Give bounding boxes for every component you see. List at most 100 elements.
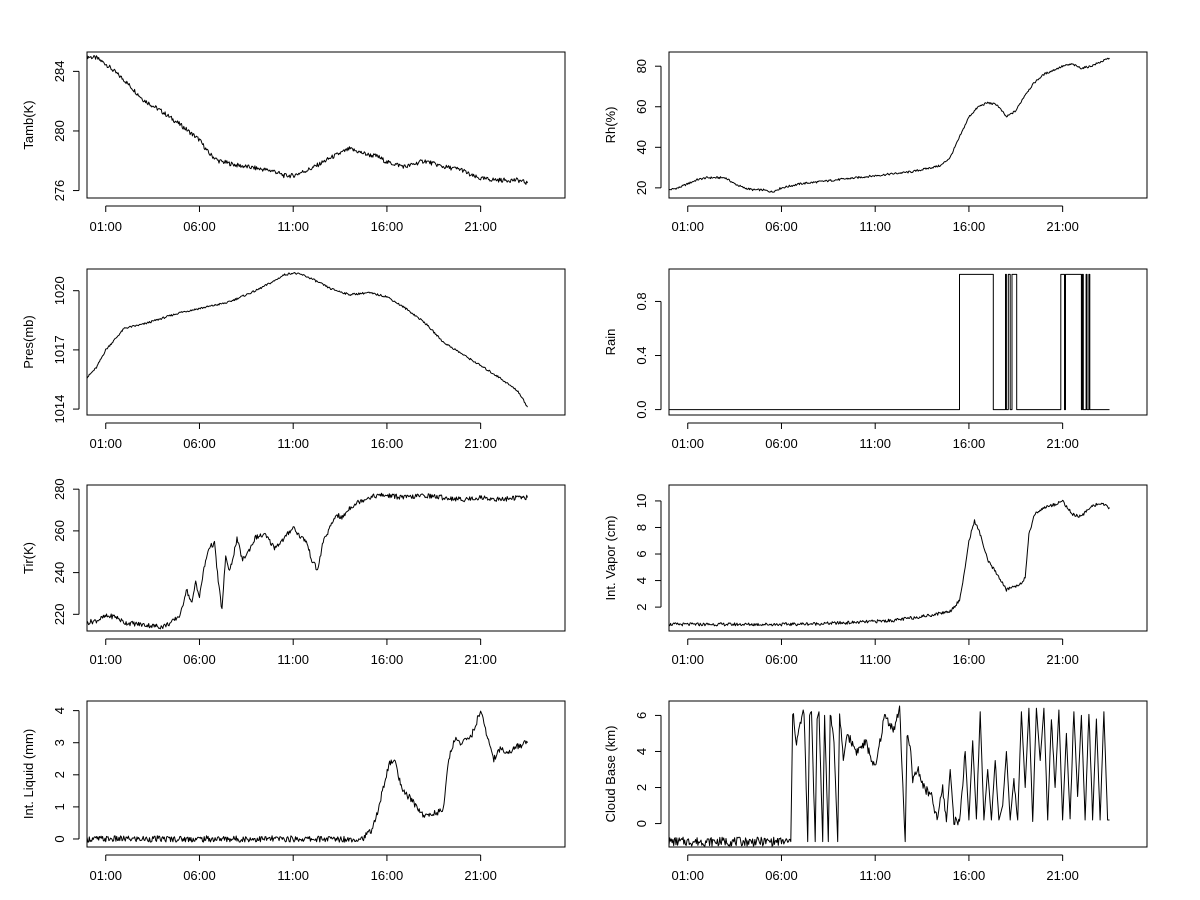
x-tick-label: 21:00 [464, 436, 497, 451]
x-tick-label: 16:00 [953, 219, 986, 234]
panel-1: 01:00 06:00 11:00 16:00 21:00 276 280 284 Tamb(K… [21, 51, 566, 234]
x-tick-label: 16:00 [953, 652, 986, 667]
x-tick-label: 16:00 [371, 436, 404, 451]
y-tick-label: 0.8 [634, 292, 649, 310]
series-line-1 [668, 57, 1110, 193]
y-tick-label: 260 [52, 520, 67, 542]
x-tick-label: 16:00 [371, 219, 404, 234]
y-tick-label: 1020 [52, 276, 67, 305]
y-axis-label: Cloud Base (km) [603, 726, 618, 823]
y-tick-label: 1 [52, 803, 67, 810]
x-tick-label: 21:00 [1046, 219, 1079, 234]
x-tick-label: 11:00 [277, 436, 309, 451]
plot-frame [86, 700, 566, 848]
x-tick-label: 01:00 [89, 436, 122, 451]
y-tick-label: 240 [52, 562, 67, 584]
x-tick-label: 11:00 [277, 868, 309, 883]
x-tick-label: 01:00 [671, 219, 704, 234]
x-tick-label: 21:00 [464, 652, 497, 667]
y-tick-label: 3 [52, 739, 67, 746]
x-tick-label: 11:00 [277, 652, 309, 667]
x-tick-label: 16:00 [953, 868, 986, 883]
x-tick-label: 21:00 [1046, 436, 1079, 451]
x-tick-label: 06:00 [183, 652, 216, 667]
y-tick-label: 2 [634, 603, 649, 610]
y-tick-label: 40 [634, 140, 649, 154]
x-tick-label: 06:00 [765, 436, 798, 451]
y-tick-label: 80 [634, 59, 649, 73]
x-tick-label: 11:00 [859, 868, 891, 883]
plot-frame [86, 484, 566, 632]
series-line-1 [668, 499, 1110, 627]
y-tick-label: 1017 [52, 335, 67, 364]
y-tick-label: 0.0 [634, 401, 649, 419]
x-tick-label: 21:00 [464, 868, 497, 883]
panel-2: 01:00 06:00 11:00 16:00 21:00 20 40 60 80 Rh(%) [603, 51, 1148, 234]
x-tick-label: 01:00 [89, 219, 122, 234]
x-tick-label: 21:00 [1046, 868, 1079, 883]
x-tick-label: 11:00 [859, 219, 891, 234]
x-tick-label: 06:00 [765, 868, 798, 883]
panel-6: 01:00 06:00 11:00 16:00 21:00 2 4 6 8 10 Int. Vapo… [603, 484, 1148, 667]
y-tick-label: 4 [634, 577, 649, 584]
y-tick-label: 4 [52, 707, 67, 714]
series-line-1 [86, 272, 528, 408]
y-axis-label: Rh(%) [603, 107, 618, 144]
y-tick-label: 4 [634, 748, 649, 755]
x-tick-label: 06:00 [183, 436, 216, 451]
y-tick-label: 0 [634, 820, 649, 827]
y-tick-label: 1014 [52, 395, 67, 424]
y-axis-label: Int. Vapor (cm) [603, 515, 618, 600]
series-line-1 [86, 710, 528, 843]
y-tick-label: 6 [634, 550, 649, 557]
plot-frame [86, 51, 566, 199]
series-line-1 [669, 273, 1110, 411]
y-axis-label: Tamb(K) [21, 100, 36, 149]
y-tick-label: 2 [52, 771, 67, 778]
panel-7: 01:00 06:00 11:00 16:00 21:00 0 1 2 3 4 Int. Liqui… [21, 700, 566, 883]
plot-frame [668, 484, 1148, 632]
x-tick-label: 06:00 [183, 219, 216, 234]
x-tick-label: 16:00 [371, 652, 404, 667]
x-tick-label: 11:00 [277, 219, 309, 234]
plot-frame [668, 268, 1148, 416]
series-line-1 [668, 705, 1110, 847]
y-tick-label: 0.4 [634, 346, 649, 364]
y-tick-label: 276 [52, 180, 67, 202]
x-tick-label: 01:00 [89, 652, 122, 667]
panel-3: 01:00 06:00 11:00 16:00 21:00 1014 1017 1020 Pre… [21, 268, 566, 451]
y-axis-label: Rain [603, 329, 618, 356]
x-tick-label: 16:00 [953, 436, 986, 451]
y-tick-label: 280 [52, 120, 67, 142]
x-tick-label: 01:00 [671, 652, 704, 667]
series-line-1 [86, 54, 528, 185]
x-tick-label: 16:00 [371, 868, 404, 883]
x-tick-label: 06:00 [765, 652, 798, 667]
x-tick-label: 11:00 [859, 652, 891, 667]
x-tick-label: 01:00 [671, 868, 704, 883]
y-axis-label: Tir(K) [21, 542, 36, 574]
y-tick-label: 220 [52, 603, 67, 625]
x-tick-label: 01:00 [671, 436, 704, 451]
panel-5: 01:00 06:00 11:00 16:00 21:00 220 240 260 280 Tir… [21, 478, 566, 667]
y-tick-label: 8 [634, 524, 649, 531]
y-tick-label: 0 [52, 835, 67, 842]
x-tick-label: 06:00 [183, 868, 216, 883]
x-tick-label: 11:00 [859, 436, 891, 451]
y-tick-label: 284 [52, 61, 67, 83]
x-tick-label: 21:00 [464, 219, 497, 234]
y-tick-label: 10 [634, 494, 649, 508]
panel-8: 01:00 06:00 11:00 16:00 21:00 0 2 4 6 Cloud Base … [603, 700, 1148, 883]
y-tick-label: 2 [634, 784, 649, 791]
plot-frame [668, 700, 1148, 848]
x-tick-label: 21:00 [1046, 652, 1079, 667]
panel-4: 01:00 06:00 11:00 16:00 21:00 0.0 0.4 0.8 Rain [603, 268, 1148, 451]
series-line-1 [86, 492, 528, 630]
y-tick-label: 6 [634, 712, 649, 719]
y-tick-label: 20 [634, 181, 649, 195]
plot-frame [86, 268, 566, 416]
y-tick-label: 280 [52, 478, 67, 500]
x-tick-label: 06:00 [765, 219, 798, 234]
y-axis-label: Int. Liquid (mm) [21, 729, 36, 819]
